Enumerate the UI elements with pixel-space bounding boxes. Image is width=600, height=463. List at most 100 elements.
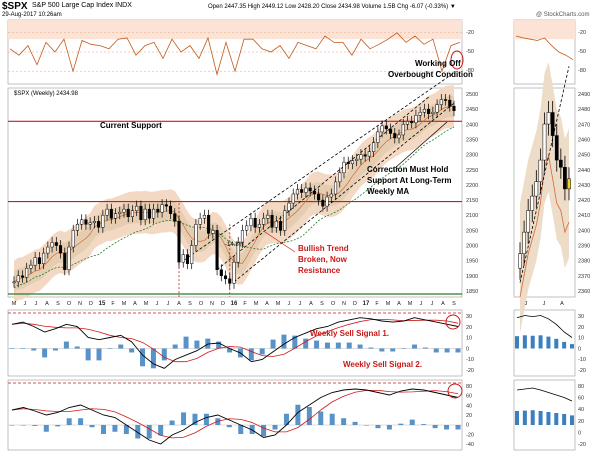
signal2-hist-bar: [409, 419, 415, 425]
price-bar-body: [113, 213, 118, 219]
x-tick-label: J: [167, 301, 170, 307]
bullish-trend-arrow: [264, 231, 296, 253]
zoom-tick-label: 2480: [578, 107, 590, 113]
zoom-tick-label: 2460: [578, 137, 590, 143]
signal1-hist-bar: [96, 348, 102, 361]
zoom-x-tick-label: J: [543, 301, 546, 307]
zoom-signal1-tick-label: -20: [578, 368, 586, 374]
bullish-trend-annotation-1: Bullish Trend: [298, 244, 349, 253]
zoom-tick-label: 2430: [578, 183, 590, 189]
price-bar-body: [393, 133, 397, 139]
signal1-hist-bar: [411, 344, 417, 349]
x-tick-label: S: [320, 301, 324, 307]
signal1-hist-bar: [444, 348, 450, 353]
overbought-circle: [450, 50, 464, 70]
signal2-hist-bar: [192, 413, 198, 425]
signal2-hist-bar: [238, 425, 244, 434]
x-tick-label: M: [12, 301, 17, 307]
zoom-tick-label: 2380: [578, 259, 590, 265]
rsi-overbought-zone: [8, 20, 462, 40]
signal1-hist-bar: [161, 348, 167, 361]
long-term-ma: [13, 126, 455, 289]
signal1-hist-bar: [357, 344, 363, 349]
signal2-hist-bar: [43, 425, 49, 432]
price-bar-body: [20, 275, 25, 278]
price-bar-body: [333, 181, 338, 195]
zoom-rsi-zone: [514, 20, 575, 40]
price-bar-body: [122, 208, 126, 213]
zoom-bar-body: [518, 253, 522, 269]
price-bar-body: [427, 108, 431, 114]
price-bar-body: [304, 187, 308, 193]
zoom-bar-body: [558, 159, 563, 168]
x-tick-label: A: [133, 301, 137, 307]
price-bar-body: [355, 158, 359, 161]
price-bar-body: [173, 213, 177, 222]
signal2-hist-bar: [455, 425, 461, 430]
zoom-rsi-tick-label: -80: [578, 68, 586, 74]
bullish-trend-annotation-2: Broken, Now: [298, 255, 348, 264]
price-tick-label: 2400: [466, 122, 478, 128]
trend-channel-mid: [216, 96, 429, 271]
price-tick-label: 2350: [466, 137, 478, 143]
x-tick-label: N: [342, 301, 346, 307]
price-bar-body: [388, 128, 393, 134]
signal2-hist-bar: [146, 425, 152, 439]
current-support-annotation: Current Support: [100, 121, 162, 130]
price-bar-body: [88, 222, 92, 225]
signal2-hist-bar: [226, 425, 232, 428]
signal1-tick-label: 10: [466, 336, 472, 342]
signal2-hist-bar: [66, 418, 72, 425]
zoom-signal1-hist-bar: [570, 344, 574, 349]
price-bar-body: [135, 205, 139, 211]
price-bar-body: [168, 205, 173, 214]
price-bar-body: [84, 219, 88, 225]
zoom-tick-label: 2420: [578, 198, 590, 204]
price-bar-body: [80, 219, 84, 225]
zoom-signal1-tick-label: -10: [578, 357, 586, 363]
zoom-tick-label: 2440: [578, 168, 590, 174]
price-bar-body: [228, 278, 232, 284]
signal2-hist-bar: [432, 425, 438, 429]
price-bar-body: [287, 202, 291, 211]
signal2-hist-bar: [261, 425, 267, 437]
price-tick-label: 2450: [466, 107, 478, 113]
price-bar-body: [147, 208, 151, 219]
x-tick-label: O: [67, 301, 72, 307]
signal1-hist-bar: [172, 344, 178, 349]
overbought-annotation-2: Overbought Condition: [388, 70, 473, 79]
x-tick-label: 16: [231, 301, 238, 307]
price-bar-body: [12, 281, 16, 284]
signal1-hist-bar: [303, 338, 309, 349]
signal1-hist-bar: [455, 348, 461, 353]
price-bar-body: [109, 208, 113, 219]
zoom-signal2-tick-label: 20: [578, 419, 584, 425]
sell-signal-1-annotation: Weekly Sell Signal 1.: [310, 329, 389, 338]
price-bar-body: [397, 134, 401, 139]
zoom-signal2-hist-bar: [530, 410, 535, 425]
signal1-hist-bar: [20, 348, 26, 349]
price-bar-body: [190, 245, 194, 264]
x-tick-label: M: [386, 301, 391, 307]
zoom-signal2-hist-bar: [570, 415, 574, 425]
signal2-tick-label: 40: [466, 403, 472, 409]
signal1-hist-bar: [129, 348, 135, 353]
signal2-tick-label: -20: [466, 432, 474, 438]
zoom-signal1-tick-label: 30: [578, 314, 584, 320]
zoom-signal2-tick-label: 40: [578, 407, 584, 413]
price-bar-body: [321, 199, 325, 207]
signal2-hist-bar: [306, 407, 312, 425]
signal2-panel: [8, 382, 463, 445]
price-bar-body: [372, 142, 376, 152]
signal2-tick-label: -40: [466, 442, 474, 448]
price-tick-label: 2050: [466, 228, 478, 234]
signal1-hist-bar: [140, 348, 146, 367]
x-tick-label: A: [45, 301, 49, 307]
date-label: 29-Aug-2017 10:26am: [2, 12, 62, 18]
price-bar-body: [325, 196, 329, 207]
price-bar-body: [156, 208, 160, 213]
copyright-label: @ StockCharts.com: [536, 12, 590, 18]
price-bar-body: [405, 121, 410, 125]
price-bar-body: [160, 204, 164, 213]
